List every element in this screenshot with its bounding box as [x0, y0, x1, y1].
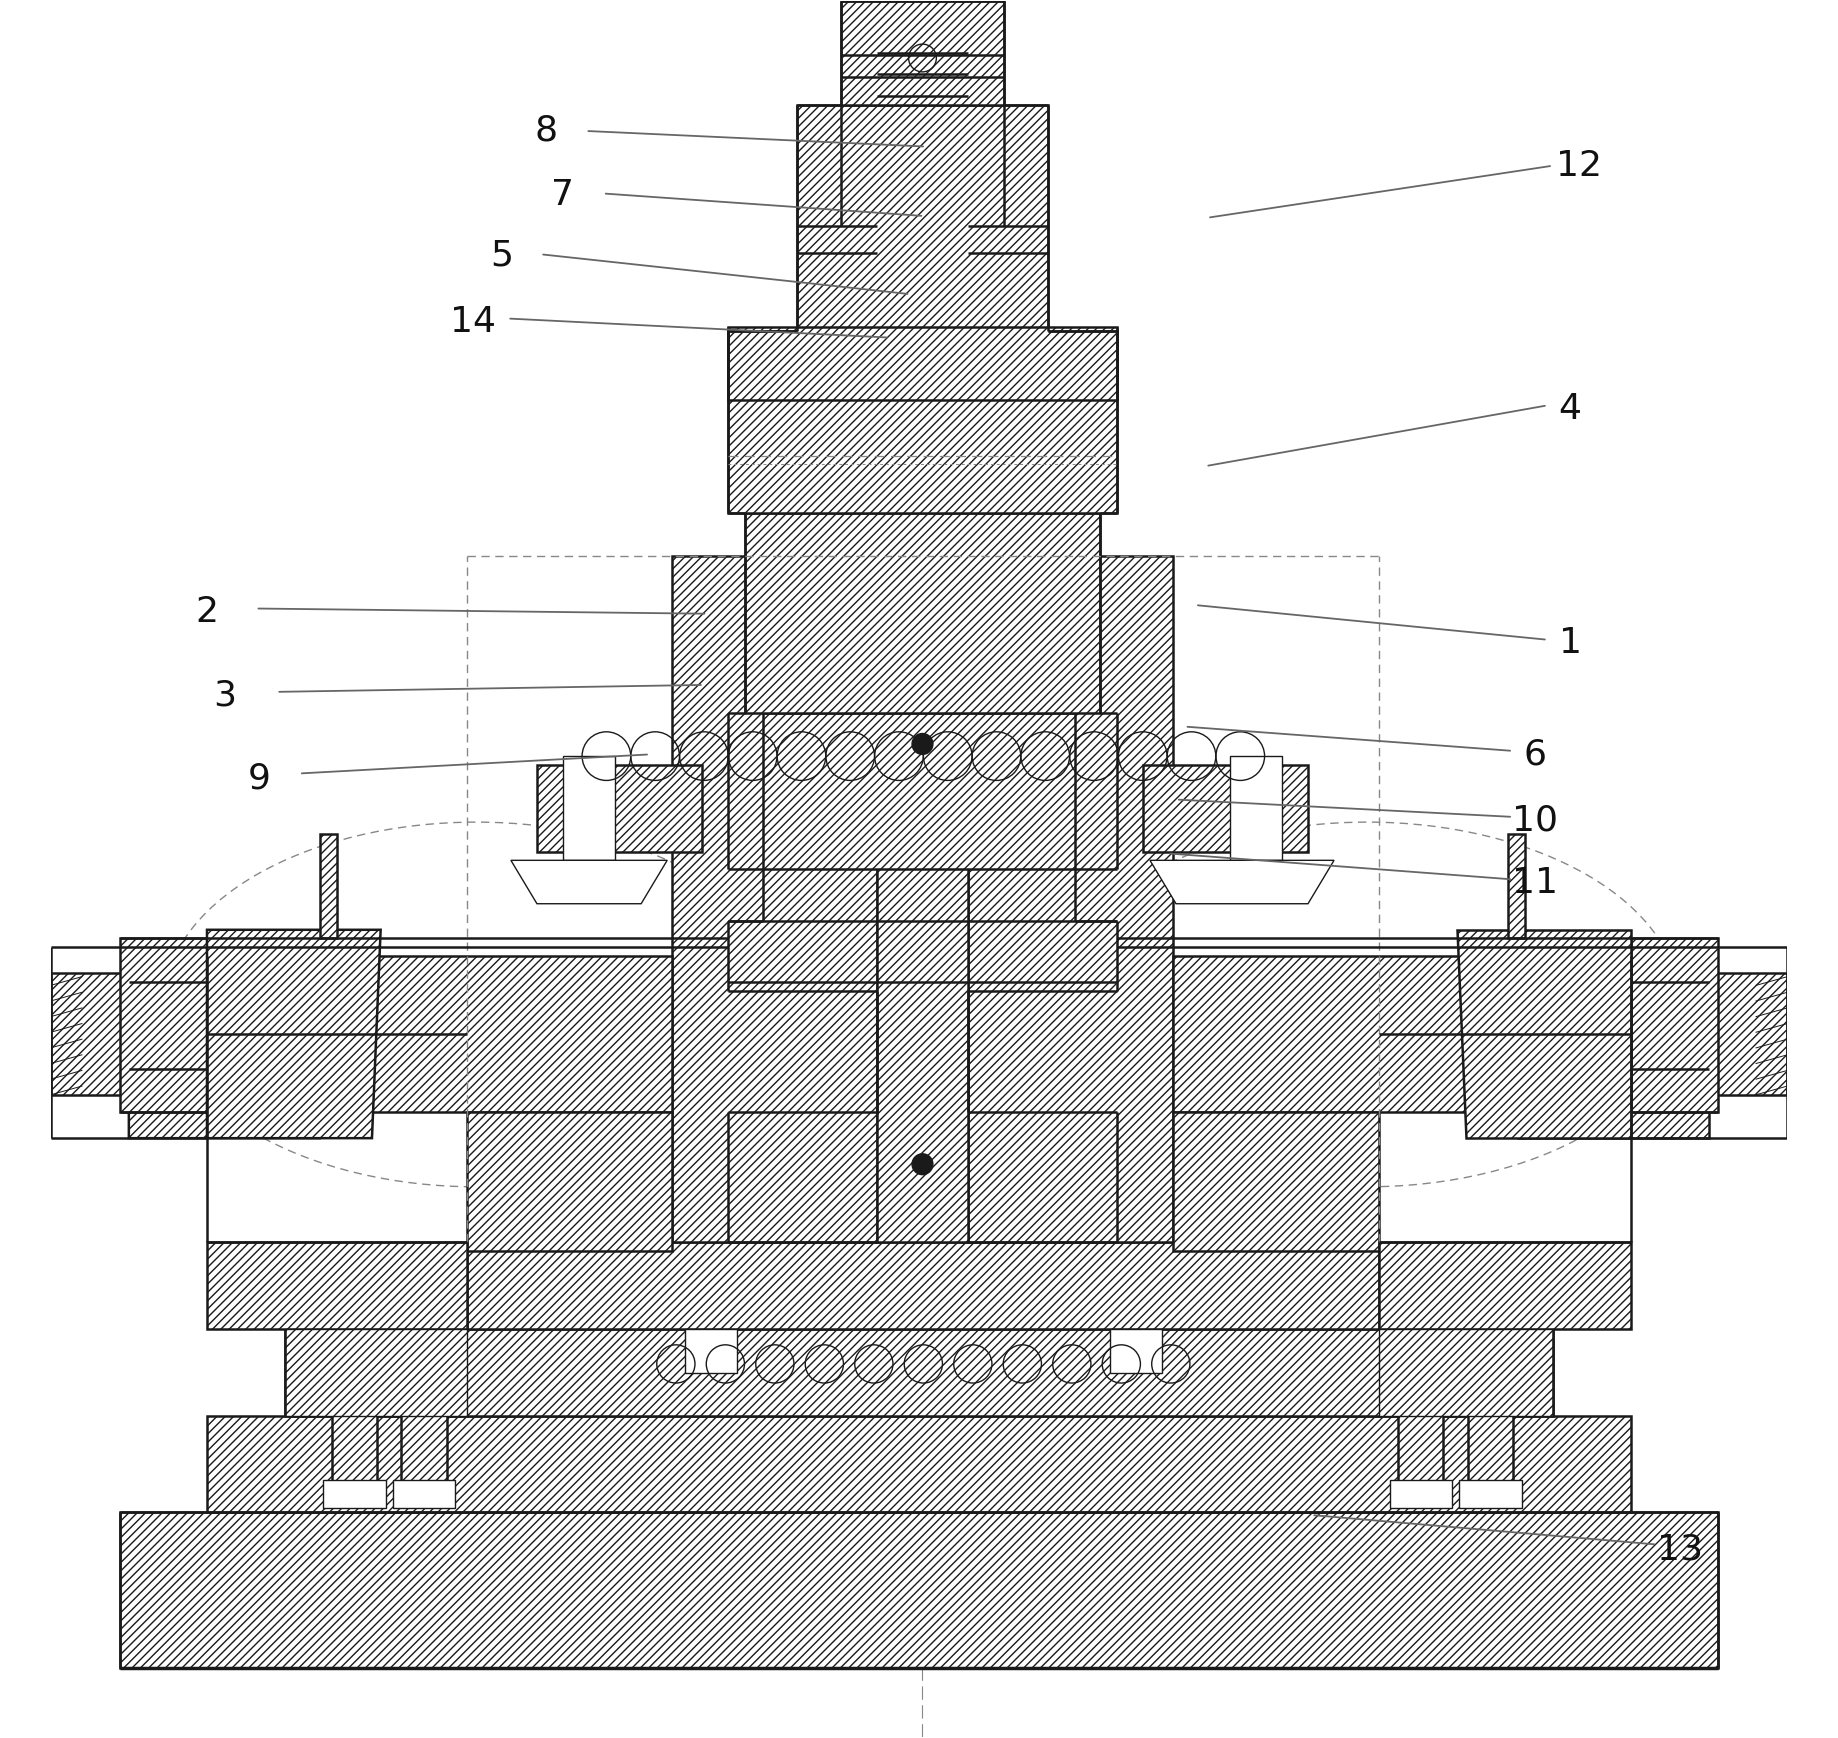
Text: 2: 2 — [195, 594, 219, 629]
Polygon shape — [285, 1330, 467, 1416]
Polygon shape — [1110, 1330, 1162, 1373]
Polygon shape — [1502, 947, 1709, 1138]
Polygon shape — [323, 1317, 386, 1342]
Polygon shape — [1390, 1481, 1452, 1509]
Text: 1: 1 — [1559, 626, 1583, 660]
Polygon shape — [129, 947, 336, 1138]
Polygon shape — [511, 860, 667, 904]
Polygon shape — [728, 327, 1118, 400]
Text: 8: 8 — [535, 115, 557, 148]
Text: 14: 14 — [450, 304, 496, 339]
Text: 7: 7 — [551, 179, 575, 212]
Polygon shape — [1630, 939, 1719, 1112]
Text: 9: 9 — [248, 761, 270, 796]
Polygon shape — [467, 1243, 1378, 1330]
Polygon shape — [393, 1481, 456, 1509]
Polygon shape — [1378, 1330, 1553, 1416]
Polygon shape — [208, 1416, 1630, 1512]
Polygon shape — [1390, 1317, 1452, 1342]
Polygon shape — [798, 104, 1048, 330]
Polygon shape — [320, 834, 336, 939]
Polygon shape — [1459, 1317, 1522, 1342]
Circle shape — [912, 733, 934, 754]
Circle shape — [912, 1154, 934, 1175]
Text: 4: 4 — [1559, 391, 1583, 426]
Polygon shape — [746, 513, 1099, 713]
Polygon shape — [401, 1330, 447, 1495]
Polygon shape — [119, 939, 208, 1112]
Text: 12: 12 — [1557, 149, 1603, 182]
Polygon shape — [967, 556, 1173, 1243]
Polygon shape — [208, 956, 673, 1112]
Polygon shape — [877, 70, 967, 1243]
Polygon shape — [1378, 1243, 1630, 1330]
Polygon shape — [1630, 973, 1787, 1095]
Text: 6: 6 — [1524, 737, 1548, 772]
Polygon shape — [51, 973, 208, 1095]
Polygon shape — [208, 930, 380, 1138]
Text: 11: 11 — [1513, 866, 1559, 900]
Polygon shape — [1143, 765, 1309, 852]
Polygon shape — [467, 1112, 673, 1251]
Polygon shape — [1151, 860, 1334, 904]
Polygon shape — [684, 1330, 737, 1373]
Text: 5: 5 — [491, 240, 513, 273]
Polygon shape — [537, 765, 702, 852]
Polygon shape — [1173, 1112, 1378, 1251]
Polygon shape — [562, 756, 616, 860]
Polygon shape — [728, 330, 1118, 513]
Polygon shape — [1230, 756, 1281, 860]
Polygon shape — [323, 1481, 386, 1509]
Polygon shape — [1173, 956, 1630, 1112]
Polygon shape — [333, 1330, 377, 1495]
Polygon shape — [1469, 1330, 1513, 1495]
Polygon shape — [393, 1317, 456, 1342]
Polygon shape — [1458, 930, 1630, 1138]
Polygon shape — [673, 556, 877, 1243]
Text: 10: 10 — [1513, 803, 1559, 838]
Polygon shape — [1399, 1330, 1443, 1495]
Polygon shape — [1507, 834, 1526, 939]
Polygon shape — [763, 713, 1075, 869]
Polygon shape — [285, 1330, 1553, 1416]
Polygon shape — [1459, 1481, 1522, 1509]
Polygon shape — [208, 1243, 467, 1330]
Polygon shape — [119, 1512, 1719, 1668]
Text: 3: 3 — [213, 678, 235, 713]
Polygon shape — [840, 0, 1004, 104]
Text: 13: 13 — [1656, 1533, 1702, 1566]
